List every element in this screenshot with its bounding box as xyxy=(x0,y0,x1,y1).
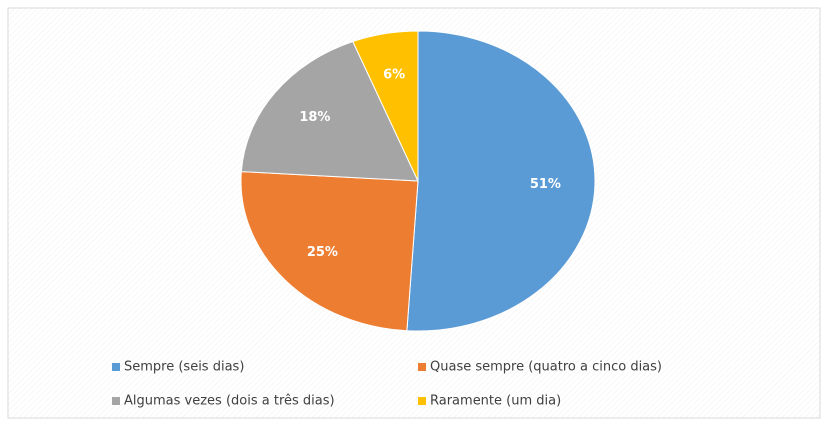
data-label: 51% xyxy=(530,177,561,192)
data-label: 18% xyxy=(299,110,330,125)
legend-label: Algumas vezes (dois a três dias) xyxy=(124,394,335,409)
pie-slice xyxy=(352,30,419,182)
legend-swatch xyxy=(418,397,426,405)
data-label: 25% xyxy=(307,245,338,260)
pie-slice xyxy=(240,40,419,182)
legend-label: Quase sempre (quatro a cinco dias) xyxy=(430,360,662,375)
legend-label: Raramente (um dia) xyxy=(430,394,561,409)
legend-swatch xyxy=(418,363,426,371)
legend-swatch xyxy=(112,397,120,405)
data-label: 6% xyxy=(383,67,405,82)
legend-label: Sempre (seis dias) xyxy=(124,360,244,375)
legend-swatch xyxy=(112,363,120,371)
pie-slice xyxy=(406,30,596,332)
pie-slice xyxy=(240,171,419,332)
